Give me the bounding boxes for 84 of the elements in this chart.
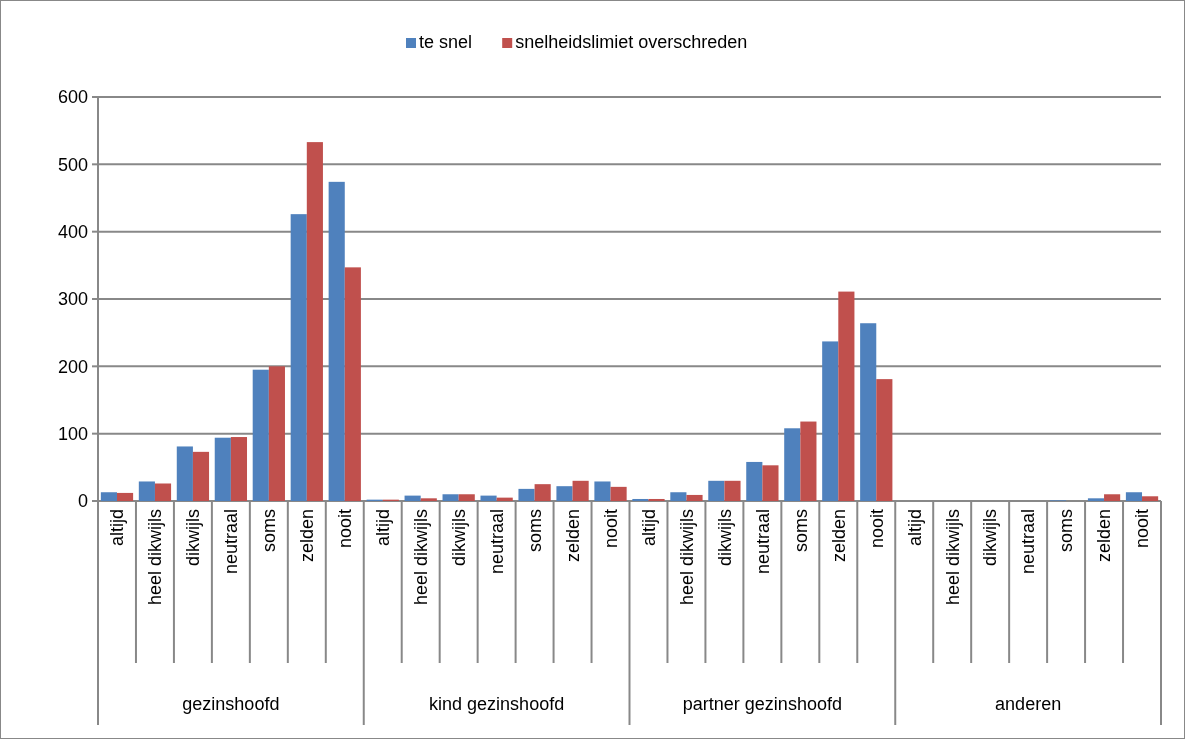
bar (344, 267, 361, 501)
bar (1142, 496, 1159, 501)
x-tick-label: soms (1056, 509, 1077, 553)
bar (100, 492, 117, 501)
bar (670, 492, 687, 501)
bar (192, 451, 210, 501)
bar (268, 366, 285, 501)
bar (420, 498, 437, 501)
bar (556, 486, 573, 501)
bar (290, 214, 307, 501)
y-tick-label: 0 (77, 491, 88, 512)
bar (746, 461, 763, 501)
text: kind gezinshoofd (429, 694, 565, 714)
bar (138, 481, 155, 501)
y-tick-label: 200 (57, 356, 88, 377)
bar (800, 421, 817, 501)
bar (458, 494, 475, 501)
bar (838, 291, 855, 501)
x-tick-label: altijd (107, 509, 128, 547)
x-tick-label: dikwijls (448, 509, 469, 567)
x-tick-label: nooit (600, 509, 621, 549)
bar (534, 484, 551, 501)
bar (1104, 494, 1121, 501)
x-tick-label: soms (524, 509, 545, 553)
x-tick-label: zelden (1094, 509, 1115, 563)
bar (154, 483, 172, 501)
x-tick-label: neutraal (1018, 509, 1039, 575)
bar (686, 494, 703, 501)
x-tick-label: zelden (562, 509, 583, 563)
bar (252, 369, 269, 501)
bar (214, 437, 231, 501)
x-tick-label: nooit (1132, 509, 1153, 549)
x-tick-label: altijd (373, 509, 394, 547)
x-tick-label: soms (790, 509, 811, 553)
x-tick-label: soms (259, 509, 280, 553)
bar (572, 480, 589, 501)
x-tick-label: zelden (828, 509, 849, 563)
bar (328, 181, 345, 501)
bar (518, 488, 535, 501)
bar (116, 492, 134, 501)
bar (1125, 492, 1143, 501)
x-tick-label: altijd (638, 509, 659, 547)
x-tick-label: neutraal (752, 509, 773, 575)
x-tick-label: dikwijls (183, 509, 204, 567)
x-tick-label: neutraal (221, 509, 242, 575)
x-tick-label: dikwijls (714, 509, 735, 567)
y-tick-label: 400 (57, 221, 88, 242)
x-tick-label: heel dikwijls (942, 509, 963, 606)
text: gezinshoofd (182, 694, 280, 714)
text: partner gezinshoofd (682, 694, 842, 714)
bar (860, 323, 877, 501)
bar (708, 480, 725, 501)
x-tick-label: altijd (904, 509, 925, 547)
x-tick-label: heel dikwijls (676, 509, 697, 606)
bar (784, 428, 801, 501)
text: anderen (995, 694, 1062, 714)
bar (442, 494, 459, 501)
x-tick-label: heel dikwijls (145, 509, 166, 606)
bar (404, 495, 421, 501)
x-tick-label: nooit (866, 509, 887, 549)
bar (762, 465, 779, 501)
bar (648, 498, 665, 501)
bar (306, 142, 323, 501)
bar (230, 437, 248, 501)
bar (176, 446, 193, 501)
bar (610, 486, 627, 501)
y-tick-label: 500 (57, 154, 88, 175)
x-tick-label: heel dikwijls (411, 509, 431, 606)
y-tick-label: 600 (57, 87, 88, 108)
x-tick-label: zelden (297, 509, 318, 563)
y-tick-label: 300 (57, 289, 88, 310)
legend-label: te snel (419, 32, 473, 52)
legend-label: snelheidslimiet overschreden (515, 32, 748, 52)
bar (1087, 498, 1105, 501)
bar (480, 495, 497, 501)
bar (724, 480, 741, 501)
bar (822, 341, 839, 501)
x-tick-label: dikwijls (980, 509, 1001, 567)
x-tick-label: nooit (335, 509, 356, 549)
y-tick-label: 100 (57, 423, 88, 444)
bar (632, 498, 649, 501)
x-tick-label: neutraal (486, 509, 507, 575)
bar (876, 379, 893, 501)
bar (594, 481, 611, 501)
